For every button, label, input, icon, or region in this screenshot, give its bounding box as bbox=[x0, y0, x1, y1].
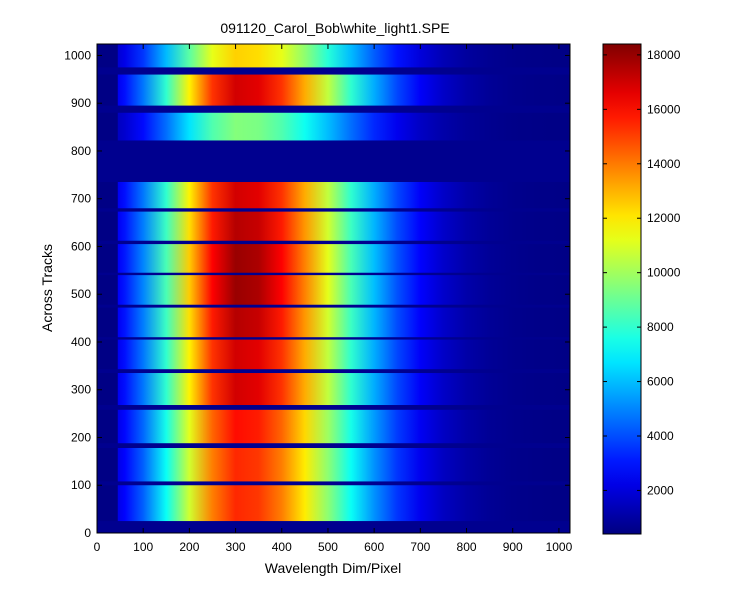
track-band bbox=[97, 112, 570, 141]
x-axis: 0 100 200 300 400 500 600 700 800 900 1000 bbox=[94, 44, 573, 554]
heatmap-tracks bbox=[97, 44, 570, 522]
colorbar: 2000 4000 6000 8000 10000 12000 14000 16000 1800… bbox=[602, 43, 681, 535]
track-band bbox=[97, 182, 570, 209]
y-tick-label: 700 bbox=[71, 192, 91, 206]
colorbar-tick-label: 10000 bbox=[647, 266, 681, 280]
colorbar-tick-label: 18000 bbox=[647, 48, 681, 62]
y-tick-label: 800 bbox=[71, 144, 91, 158]
y-tick-label: 1000 bbox=[64, 48, 91, 62]
y-tick-label: 100 bbox=[71, 478, 91, 492]
colorbar-tick-label: 14000 bbox=[647, 157, 681, 171]
colorbar-tick-label: 2000 bbox=[647, 483, 674, 497]
track-band bbox=[97, 485, 570, 522]
plot-frame bbox=[96, 43, 571, 534]
x-tick-label: 400 bbox=[272, 540, 292, 554]
x-tick-label: 900 bbox=[503, 540, 523, 554]
track-band bbox=[97, 409, 570, 444]
x-tick-label: 600 bbox=[364, 540, 384, 554]
x-tick-label: 500 bbox=[318, 540, 338, 554]
x-tick-label: 100 bbox=[133, 540, 153, 554]
heatmap-plot bbox=[97, 44, 570, 533]
x-axis-title: Wavelength Dim/Pixel bbox=[265, 560, 401, 576]
x-tick-label: 700 bbox=[410, 540, 430, 554]
x-tick-label: 200 bbox=[179, 540, 199, 554]
track-band bbox=[97, 244, 570, 273]
y-axis-title: Across Tracks bbox=[39, 244, 55, 332]
y-tick-label: 200 bbox=[71, 430, 91, 444]
y-tick-label: 500 bbox=[71, 287, 91, 301]
x-tick-label: 300 bbox=[226, 540, 246, 554]
x-tick-label: 0 bbox=[94, 540, 101, 554]
y-tick-label: 300 bbox=[71, 383, 91, 397]
track-band bbox=[97, 447, 570, 482]
track-band bbox=[97, 74, 570, 106]
track-band bbox=[97, 44, 570, 68]
y-tick-label: 400 bbox=[71, 335, 91, 349]
y-tick-label: 600 bbox=[71, 239, 91, 253]
track-band bbox=[97, 211, 570, 241]
track-band bbox=[97, 373, 570, 406]
colorbar-tick-label: 4000 bbox=[647, 429, 674, 443]
colorbar-ticks: 2000 4000 6000 8000 10000 12000 14000 16000 1800… bbox=[603, 48, 681, 497]
colorbar-gradient bbox=[603, 44, 641, 534]
colorbar-tick-label: 16000 bbox=[647, 102, 681, 116]
x-tick-label: 800 bbox=[457, 540, 477, 554]
x-tick-label: 1000 bbox=[546, 540, 573, 554]
colorbar-tick-label: 6000 bbox=[647, 375, 674, 389]
colorbar-tick-label: 8000 bbox=[647, 320, 674, 334]
y-tick-label: 0 bbox=[84, 526, 91, 540]
colorbar-frame bbox=[602, 43, 642, 535]
track-band bbox=[97, 339, 570, 370]
y-axis: 0 100 200 300 400 500 600 700 800 900 1000 bbox=[64, 48, 570, 540]
track-band bbox=[97, 275, 570, 305]
colorbar-tick-label: 12000 bbox=[647, 211, 681, 225]
track-band bbox=[97, 307, 570, 338]
y-tick-label: 900 bbox=[71, 96, 91, 110]
chart-title: 091120_Carol_Bob\white_light1.SPE bbox=[220, 20, 449, 36]
